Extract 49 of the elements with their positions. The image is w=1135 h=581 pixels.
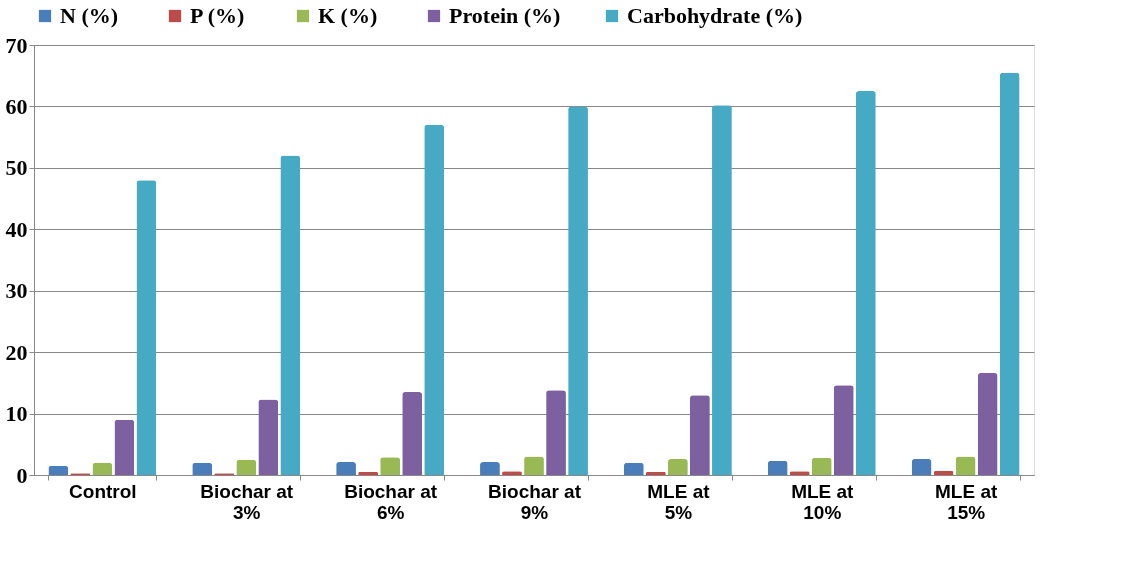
bar	[136, 180, 157, 475]
y-tick-label: 20	[5, 339, 28, 365]
bar	[402, 392, 423, 475]
bar	[480, 462, 500, 475]
y-tick-label: 70	[5, 32, 28, 58]
legend-label: Protein (%)	[449, 3, 561, 28]
y-tick-label: 10	[5, 401, 28, 427]
bar	[811, 457, 832, 475]
y-tick-label: 60	[5, 93, 28, 119]
bar	[911, 459, 932, 475]
bar	[114, 419, 135, 475]
bar	[977, 373, 998, 475]
bar	[280, 155, 301, 475]
bar	[712, 105, 732, 475]
y-tick-label: 40	[5, 216, 28, 242]
x-tick-label: Control	[69, 480, 137, 502]
legend-label: P (%)	[190, 3, 245, 28]
x-tick-label: Biochar at 3%	[200, 480, 294, 523]
x-tick-label: MLE at 15%	[935, 480, 998, 523]
y-tick-label: 50	[5, 155, 28, 181]
x-tick-label: Biochar at 6%	[344, 480, 438, 523]
bar	[833, 385, 854, 475]
bar	[645, 471, 666, 475]
x-tick-label: MLE at 10%	[791, 480, 855, 523]
bar	[955, 456, 976, 475]
x-tick-label: Biochar at 9%	[488, 480, 582, 523]
bar	[92, 462, 113, 475]
bar	[192, 462, 213, 475]
bar	[258, 399, 279, 475]
bar	[568, 106, 588, 475]
bar	[358, 471, 378, 475]
bar	[424, 124, 445, 475]
legend-label: N (%)	[60, 3, 119, 28]
bar	[546, 390, 566, 475]
bar	[336, 462, 356, 475]
bar	[48, 465, 69, 475]
legend-label: K (%)	[318, 3, 378, 28]
bar	[236, 459, 257, 475]
y-tick-label: 30	[5, 278, 28, 304]
bar	[999, 72, 1020, 475]
bar	[623, 462, 644, 475]
bar	[855, 91, 876, 475]
bar	[667, 459, 688, 475]
bar	[690, 395, 710, 475]
bar	[380, 457, 401, 475]
legend-label: Carbohydrate (%)	[627, 3, 803, 28]
x-tick-label: MLE at 5%	[647, 480, 711, 523]
y-tick-label: 0	[16, 462, 28, 488]
bar	[767, 460, 788, 475]
